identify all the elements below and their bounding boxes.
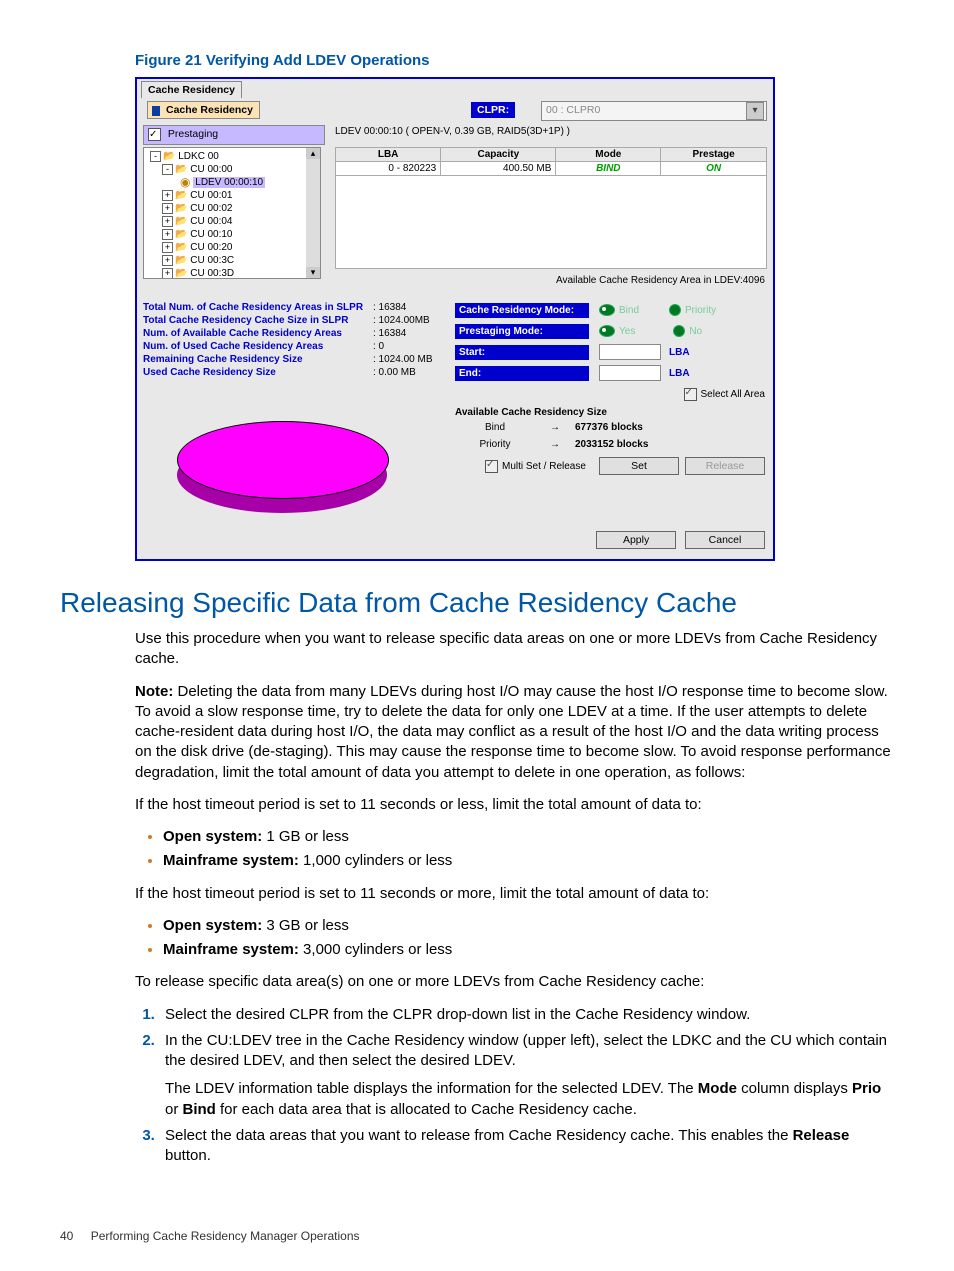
tree-root[interactable]: LDKC 00 — [178, 151, 219, 162]
ldev-info: LDEV 00:00:10 ( OPEN-V, 0.39 GB, RAID5(3… — [335, 126, 570, 137]
page-footer: 40 Performing Cache Residency Manager Op… — [60, 1229, 360, 1243]
radio-no[interactable] — [673, 325, 685, 337]
page-number: 40 — [60, 1229, 73, 1243]
lba-unit: LBA — [669, 347, 690, 358]
checkbox-icon — [148, 128, 161, 141]
mode-label: Cache Residency Mode: — [455, 303, 589, 318]
figure-caption: Figure 21 Verifying Add LDEV Operations — [60, 52, 894, 69]
cell-prestage: ON — [661, 162, 767, 176]
radio-yes[interactable] — [599, 325, 615, 337]
multi-set-label: Multi Set / Release — [502, 461, 586, 472]
select-all-checkbox[interactable] — [684, 388, 697, 401]
settings-panel: Cache Residency Mode: Bind Priority Pres… — [455, 301, 765, 478]
section-heading: Releasing Specific Data from Cache Resid… — [60, 587, 894, 619]
release-button[interactable]: Release — [685, 457, 765, 475]
col-lba[interactable]: LBA — [336, 148, 441, 162]
lba-unit: LBA — [669, 368, 690, 379]
list-item: Open system: 1 GB or less — [163, 827, 894, 847]
step-item: Select the desired CLPR from the CLPR dr… — [159, 1005, 894, 1025]
tree-node-selected[interactable]: LDEV 00:00:10 — [193, 177, 265, 188]
col-mode[interactable]: Mode — [556, 148, 661, 162]
radio-bind[interactable] — [599, 304, 615, 316]
list-item: Mainframe system: 1,000 cylinders or les… — [163, 851, 894, 871]
available-area-note: Available Cache Residency Area in LDEV:4… — [556, 275, 765, 286]
cell-lba: 0 - 820223 — [336, 162, 441, 176]
paragraph: If the host timeout period is set to 11 … — [135, 795, 894, 815]
select-all-label: Select All Area — [701, 389, 765, 400]
clpr-select[interactable]: 00 : CLPR0 — [541, 101, 767, 121]
step-item: In the CU:LDEV tree in the Cache Residen… — [159, 1031, 894, 1120]
cache-residency-window: Cache Residency Cache Residency CLPR: 00… — [135, 77, 775, 561]
col-prestage[interactable]: Prestage — [661, 148, 767, 162]
tree-node[interactable]: CU 00:00 — [190, 164, 232, 175]
priority-row-label: Priority — [455, 439, 535, 450]
usage-pie-chart — [177, 391, 387, 521]
col-capacity[interactable]: Capacity — [441, 148, 556, 162]
arrow-icon: → — [535, 439, 575, 450]
list-item: Open system: 3 GB or less — [163, 916, 894, 936]
note-paragraph: Note: Deleting the data from many LDEVs … — [135, 682, 894, 783]
tree-node[interactable]: CU 00:04 — [190, 216, 232, 227]
tab-cache-residency[interactable]: Cache Residency — [141, 81, 242, 98]
scrollbar[interactable] — [306, 148, 320, 278]
table-row[interactable]: 0 - 820223 400.50 MB BIND ON — [336, 162, 767, 176]
radio-priority[interactable] — [669, 304, 681, 316]
paragraph: If the host timeout period is set to 11 … — [135, 884, 894, 904]
ldev-tree[interactable]: -📂 LDKC 00 -📂 CU 00:00 ◉ LDEV 00:00:10 +… — [143, 147, 321, 279]
list-item: Mainframe system: 3,000 cylinders or les… — [163, 940, 894, 960]
bind-row-label: Bind — [455, 422, 535, 433]
set-button[interactable]: Set — [599, 457, 679, 475]
prestaging-label: Prestaging — [168, 128, 218, 140]
end-input[interactable] — [599, 365, 661, 381]
bind-value: 677376 blocks — [575, 422, 643, 433]
ldev-table[interactable]: LBA Capacity Mode Prestage 0 - 820223 40… — [335, 147, 767, 269]
tree-node[interactable]: CU 00:20 — [190, 242, 232, 253]
arrow-icon: → — [535, 422, 575, 433]
panel-title: Cache Residency — [147, 101, 260, 119]
avail-size-label: Available Cache Residency Size — [455, 407, 765, 418]
tree-node[interactable]: CU 00:10 — [190, 229, 232, 240]
end-label: End: — [455, 366, 589, 381]
cell-capacity: 400.50 MB — [441, 162, 556, 176]
priority-value: 2033152 blocks — [575, 439, 648, 450]
paragraph: Use this procedure when you want to rele… — [135, 629, 894, 670]
cell-mode: BIND — [556, 162, 661, 176]
tree-node[interactable]: CU 00:3C — [190, 255, 234, 266]
tree-node[interactable]: CU 00:01 — [190, 190, 232, 201]
start-input[interactable] — [599, 344, 661, 360]
cancel-button[interactable]: Cancel — [685, 531, 765, 549]
tree-node[interactable]: CU 00:3D — [190, 268, 234, 279]
clpr-label: CLPR: — [471, 102, 515, 118]
apply-button[interactable]: Apply — [596, 531, 676, 549]
prestaging-checkbox[interactable]: Prestaging — [143, 125, 325, 145]
multi-set-checkbox[interactable] — [485, 460, 498, 473]
step-item: Select the data areas that you want to r… — [159, 1126, 894, 1167]
stats-block: Total Num. of Cache Residency Areas in S… — [143, 301, 443, 379]
footer-title: Performing Cache Residency Manager Opera… — [91, 1229, 360, 1243]
start-label: Start: — [455, 345, 589, 360]
prestage-mode-label: Prestaging Mode: — [455, 324, 589, 339]
tree-node[interactable]: CU 00:02 — [190, 203, 232, 214]
paragraph: To release specific data area(s) on one … — [135, 972, 894, 992]
